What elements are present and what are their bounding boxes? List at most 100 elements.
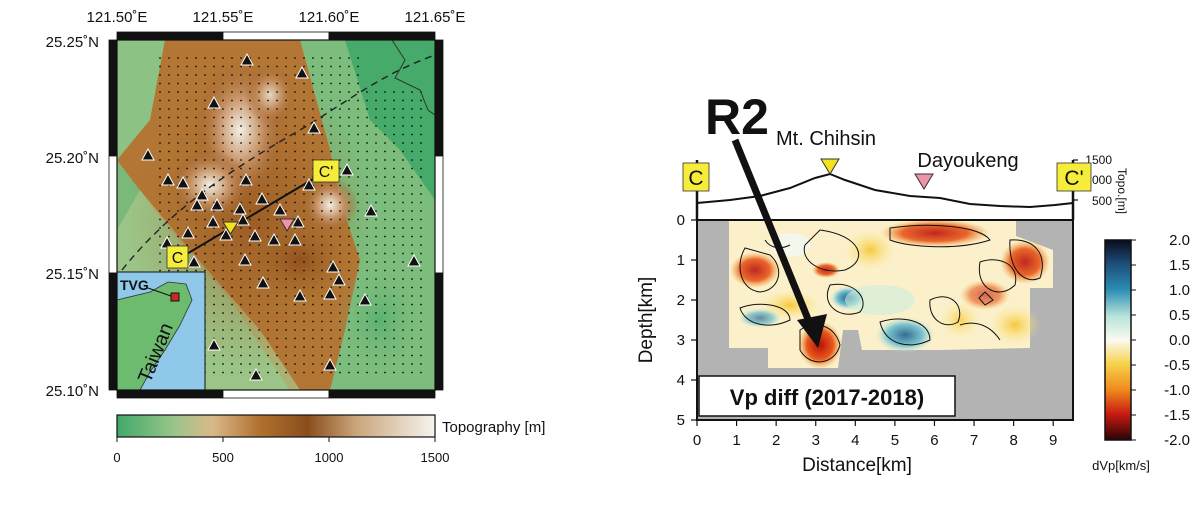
lon-tick: 121.65˚E <box>405 9 466 26</box>
grid-node <box>276 320 278 323</box>
grid-node <box>276 235 278 238</box>
grid-node <box>285 82 287 85</box>
grid-node <box>294 329 296 331</box>
grid-node <box>276 346 278 348</box>
grid-node <box>402 218 404 221</box>
grid-node <box>411 133 413 136</box>
grid-node <box>285 252 287 255</box>
grid-node <box>267 65 269 68</box>
grid-node <box>384 269 386 272</box>
grid-node <box>420 278 422 280</box>
grid-node <box>186 74 188 76</box>
frame-block <box>116 31 224 41</box>
grid-node <box>402 269 404 272</box>
grid-node <box>267 218 269 221</box>
frame-block <box>222 31 330 41</box>
grid-node <box>195 193 197 195</box>
grid-node <box>375 108 377 110</box>
grid-node <box>348 57 350 59</box>
grid-node <box>204 91 206 93</box>
grid-node <box>321 65 323 68</box>
grid-node <box>222 159 224 161</box>
grid-node <box>195 57 197 59</box>
grid-node <box>393 252 395 255</box>
grid-node <box>348 82 350 85</box>
grid-node <box>375 159 377 161</box>
grid-node <box>321 278 323 280</box>
grid-node <box>195 235 197 238</box>
dvp-colorbar <box>1104 239 1132 441</box>
grid-node <box>321 108 323 110</box>
grid-node <box>249 116 251 119</box>
grid-node <box>249 91 251 93</box>
topo-profile <box>696 172 1074 209</box>
grid-node <box>294 125 296 127</box>
grid-node <box>222 227 224 229</box>
grid-node <box>330 218 332 221</box>
grid-node <box>411 125 413 127</box>
grid-node <box>267 133 269 136</box>
grid-node <box>168 167 170 170</box>
grid-node <box>393 329 395 331</box>
grid-node <box>285 91 287 93</box>
grid-node <box>186 116 188 119</box>
grid-node <box>168 235 170 238</box>
grid-node <box>240 176 242 178</box>
grid-node <box>213 244 215 246</box>
grid-node <box>240 125 242 127</box>
frame-block <box>434 39 444 157</box>
grid-node <box>276 82 278 85</box>
section-c-box <box>682 162 710 192</box>
grid-node <box>249 150 251 153</box>
grid-node <box>168 227 170 229</box>
grid-node <box>411 363 413 365</box>
grid-node <box>294 57 296 59</box>
grid-node <box>402 312 404 314</box>
grid-node <box>168 65 170 68</box>
grid-node <box>195 167 197 170</box>
grid-node <box>321 252 323 255</box>
grid-node <box>330 337 332 340</box>
grid-node <box>321 91 323 93</box>
grid-node <box>231 150 233 153</box>
grid-node <box>384 286 386 289</box>
grid-node <box>384 303 386 306</box>
grid-node <box>276 99 278 102</box>
grid-node <box>276 227 278 229</box>
grid-node <box>330 354 332 357</box>
grid-node <box>249 193 251 195</box>
grid-node <box>366 252 368 255</box>
grid-node <box>204 159 206 161</box>
grid-node <box>384 184 386 187</box>
grid-node <box>420 371 422 374</box>
grid-node <box>339 82 341 85</box>
grid-node <box>249 201 251 204</box>
grid-node <box>339 244 341 246</box>
grid-node <box>159 108 161 110</box>
grid-node <box>402 142 404 144</box>
grid-node <box>204 252 206 255</box>
section-c-prime-box <box>1056 162 1092 192</box>
grid-node <box>330 57 332 59</box>
grid-node <box>348 227 350 229</box>
grid-node <box>321 320 323 323</box>
station-marker <box>323 357 337 371</box>
grid-node <box>231 295 233 297</box>
grid-node <box>312 303 314 306</box>
grid-node <box>267 159 269 161</box>
grid-node <box>267 354 269 357</box>
coastline <box>391 40 435 116</box>
grid-node <box>204 116 206 119</box>
grid-node <box>258 159 260 161</box>
grid-node <box>231 116 233 119</box>
grid-node <box>384 133 386 136</box>
grid-node <box>267 303 269 306</box>
grid-node <box>393 99 395 102</box>
grid-node <box>249 337 251 340</box>
grid-node <box>159 167 161 170</box>
grid-node <box>276 337 278 340</box>
grid-node <box>348 320 350 323</box>
grid-node <box>339 142 341 144</box>
grid-node <box>420 116 422 119</box>
grid-node <box>222 337 224 340</box>
